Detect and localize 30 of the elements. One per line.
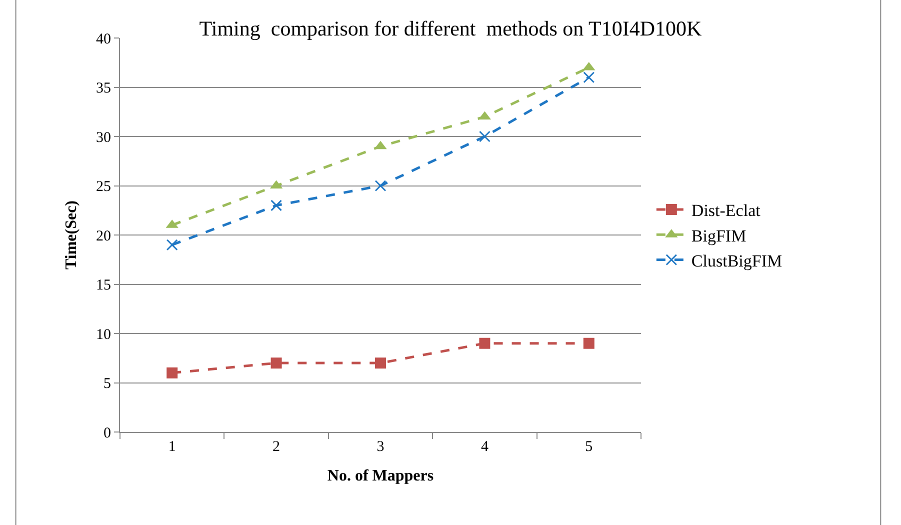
y-tick-label: 20	[96, 228, 111, 244]
point	[583, 72, 595, 84]
y-tick-label: 35	[96, 80, 111, 96]
point	[583, 338, 594, 349]
y-tick-label: 30	[96, 130, 111, 146]
point	[478, 130, 490, 142]
y-tick-label: 5	[104, 376, 111, 392]
legend-label: BigFIM	[691, 226, 746, 246]
chart-title: Timing comparison for different methods on T10I4D100K	[199, 16, 702, 41]
point	[374, 180, 386, 192]
point	[375, 358, 386, 369]
y-tick-label: 25	[96, 179, 111, 195]
y-tick-label: 10	[96, 326, 111, 343]
x-tick-label: 3	[376, 439, 384, 455]
x-axis-title: No. of Mappers	[327, 468, 434, 485]
x-tick-label: 4	[480, 439, 489, 455]
legend-label: Dist-Eclat	[691, 201, 761, 220]
point	[166, 367, 178, 378]
y-axis-title: Time(Sec)	[62, 200, 80, 270]
point	[270, 200, 282, 212]
x-tick-label: 2	[272, 439, 280, 455]
y-tick-label: 15	[96, 278, 111, 294]
point	[166, 239, 178, 251]
y-tick-label: 40	[96, 31, 111, 48]
x-tick-label: 5	[585, 439, 593, 455]
x-tick-label: 1	[168, 439, 176, 455]
point	[270, 358, 282, 369]
y-tick-label: 0	[104, 425, 111, 442]
point	[479, 338, 490, 349]
legend-label: ClustBigFIM	[691, 251, 782, 270]
